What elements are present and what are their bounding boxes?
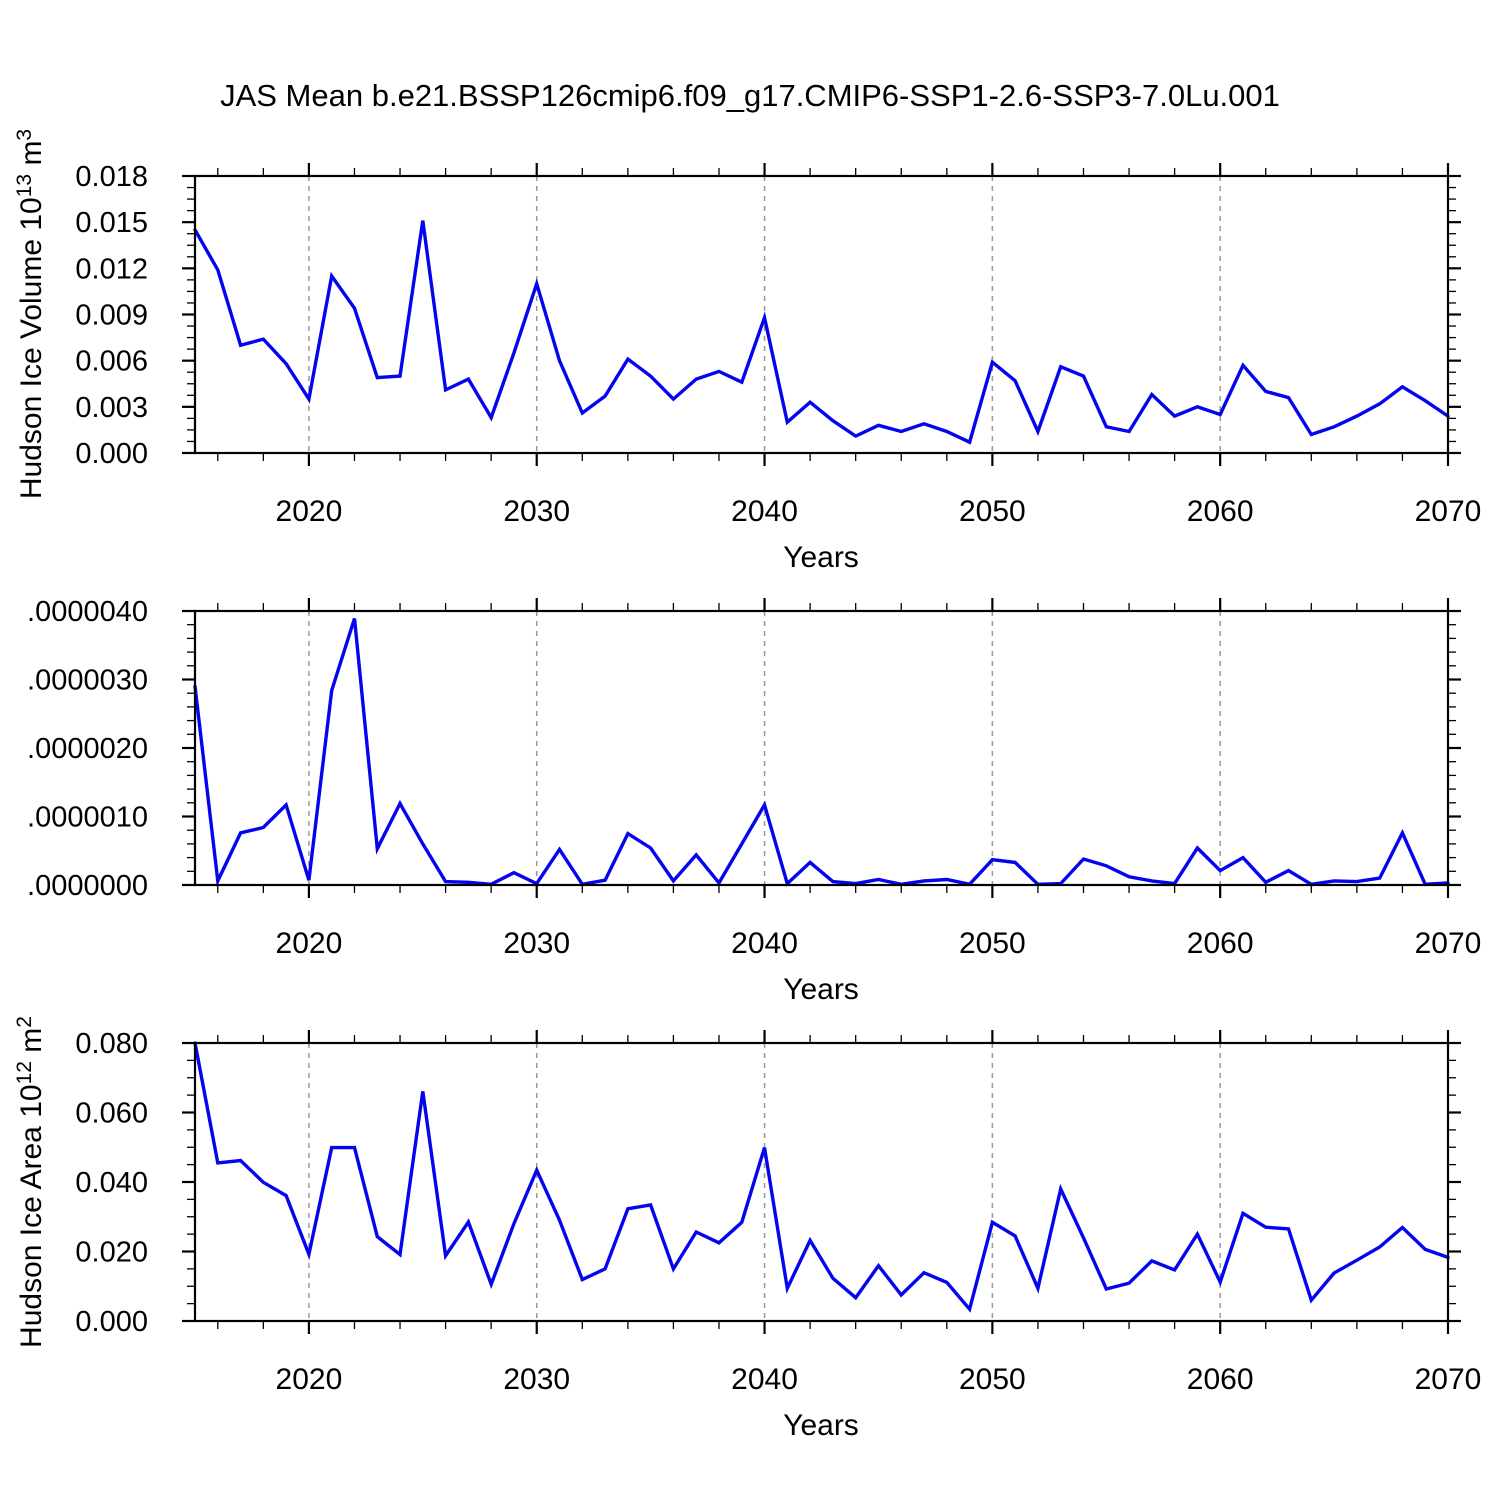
x-tick-label: 2070 xyxy=(1415,1363,1482,1396)
x-tick-labels: 2020 2030 2040 2050 2060 2070 xyxy=(276,927,1482,960)
y-tick-labels: 0.018 0.015 0.012 0.009 0.006 0.003 0.000 xyxy=(75,161,148,470)
x-tick-labels: 2020 2030 2040 2050 2060 2070 xyxy=(276,1363,1482,1396)
y-tick-label: 0.012 xyxy=(75,253,148,285)
x-tick-label: 2020 xyxy=(276,495,343,528)
data-line-hudson-ice-area xyxy=(193,1041,1450,1313)
y-axis-title-ice-area: Hudson Ice Area 1012 m2 xyxy=(13,1016,49,1348)
y-axis-title-unit-exponent: 2 xyxy=(13,1016,36,1028)
x-tick-label: 2070 xyxy=(1415,495,1482,528)
x-tick-label: 2040 xyxy=(731,495,798,528)
y-tick-label: 0.015 xyxy=(75,207,148,239)
plot-frame xyxy=(193,1041,1450,1323)
x-tick-label: 2060 xyxy=(1187,927,1254,960)
x-tick-label: 2070 xyxy=(1415,927,1482,960)
y-tick-label: .0000000 xyxy=(27,870,148,902)
y-tick-labels: 0.080 0.060 0.040 0.020 0.000 xyxy=(75,1028,148,1338)
y-tick-labels: .0000040 .0000030 .0000020 .0000010 .0000000 xyxy=(27,596,148,902)
x-tick-label: 2030 xyxy=(503,1363,570,1396)
y-tick-label: 0.040 xyxy=(75,1167,148,1199)
y-tick-label: 0.018 xyxy=(75,161,148,193)
x-tick-label: 2030 xyxy=(503,495,570,528)
y-tick-label: 0.009 xyxy=(75,300,148,332)
y-axis-title-exponent: 13 xyxy=(13,173,36,198)
x-tick-label: 2040 xyxy=(731,1363,798,1396)
x-axis-title-panel1: Years xyxy=(783,541,859,574)
y-tick-label: .0000020 xyxy=(27,733,148,765)
y-tick-label: 0.080 xyxy=(75,1028,148,1060)
panel-hudson-ice-area: 0.080 0.060 0.040 0.020 0.000 2020 2030 2040 205… xyxy=(75,1028,1481,1396)
y-tick-label: 0.060 xyxy=(75,1098,148,1130)
y-tick-label: .0000030 xyxy=(27,665,148,697)
x-tick-label: 2050 xyxy=(959,495,1026,528)
x-axis-title-panel2: Years xyxy=(783,973,859,1006)
data-line-hudson-ice-middle-series xyxy=(193,617,1450,887)
x-tick-label: 2050 xyxy=(959,1363,1026,1396)
x-tick-labels: 2020 2030 2040 2050 2060 2070 xyxy=(276,495,1482,528)
y-tick-label: 0.000 xyxy=(75,438,148,470)
x-tick-label: 2060 xyxy=(1187,495,1254,528)
x-tick-label: 2060 xyxy=(1187,1363,1254,1396)
y-tick-label: .0000040 xyxy=(27,596,148,628)
x-tick-label: 2030 xyxy=(503,927,570,960)
y-tick-label: 0.003 xyxy=(75,392,148,424)
y-axis-title-exponent: 12 xyxy=(13,1061,36,1085)
tick-marks xyxy=(182,163,1461,466)
y-tick-label: 0.020 xyxy=(75,1237,148,1269)
x-tick-label: 2020 xyxy=(276,1363,343,1396)
y-axis-title-unit: m xyxy=(15,1027,48,1062)
x-tick-label: 2040 xyxy=(731,927,798,960)
y-axis-title-unit-exponent: 3 xyxy=(13,128,36,141)
y-axis-title-ice-volume: Hudson Ice Volume 1013 m3 xyxy=(13,129,49,499)
y-axis-title-text: Hudson Ice Volume 10 xyxy=(15,197,48,500)
y-tick-label: 0.000 xyxy=(75,1306,148,1338)
y-axis-title-text: Hudson Ice Area 10 xyxy=(15,1084,48,1348)
y-tick-label: 0.006 xyxy=(75,346,148,378)
data-line-hudson-ice-volume xyxy=(193,220,1450,445)
y-tick-label: .0000010 xyxy=(27,802,148,834)
x-tick-label: 2020 xyxy=(276,927,343,960)
x-axis-title-panel3: Years xyxy=(783,1409,859,1442)
plot-frame xyxy=(193,609,1450,887)
tick-marks xyxy=(182,1030,1461,1334)
tick-marks xyxy=(182,598,1461,898)
chart-title: JAS Mean b.e21.BSSP126cmip6.f09_g17.CMIP… xyxy=(220,78,1280,113)
y-axis-title-unit: m xyxy=(15,140,48,174)
panel-hudson-ice-middle-series: .0000040 .0000030 .0000020 .0000010 .0000000… xyxy=(27,596,1481,960)
x-tick-label: 2050 xyxy=(959,927,1026,960)
